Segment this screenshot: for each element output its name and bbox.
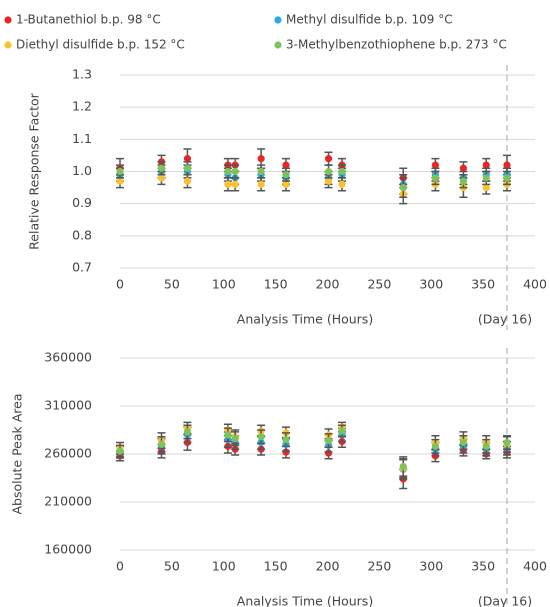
- marker: [482, 174, 490, 182]
- y-tick-label: 0.8: [72, 227, 92, 242]
- marker: [503, 174, 511, 182]
- marker: [116, 447, 124, 455]
- marker: [183, 428, 192, 436]
- x-tick-label: 100: [212, 559, 236, 574]
- annotation: (Day 16): [478, 312, 532, 327]
- marker: [157, 174, 166, 182]
- marker: [324, 436, 333, 445]
- marker: [399, 183, 407, 192]
- legend-label: 3-Methylbenzothiophene b.p. 273 °C: [286, 38, 507, 52]
- x-tick-label: 250: [367, 277, 391, 292]
- y-tick-label: 310000: [44, 398, 92, 413]
- marker: [324, 177, 333, 185]
- y-tick-label: 1.3: [72, 67, 92, 82]
- legend-marker: [274, 41, 282, 49]
- x-tick-label: 100: [212, 277, 236, 292]
- x-axis-title: Analysis Time (Hours): [237, 594, 373, 607]
- marker: [282, 436, 290, 444]
- x-tick-label: 200: [316, 277, 340, 292]
- y-tick-label: 260000: [44, 446, 92, 461]
- marker: [282, 161, 290, 169]
- x-tick-label: 350: [471, 277, 495, 292]
- x-tick-label: 150: [264, 277, 288, 292]
- marker: [157, 440, 166, 448]
- marker: [231, 167, 239, 176]
- legend-label: 1-Butanethiol b.p. 98 °C: [16, 13, 161, 27]
- marker: [338, 167, 346, 176]
- marker: [257, 180, 265, 188]
- y-tick-label: 210000: [44, 494, 92, 509]
- y-tick-label: 1.2: [72, 99, 92, 114]
- y-axis-title: Relative Response Factor: [27, 92, 42, 250]
- marker: [257, 433, 265, 441]
- marker: [324, 449, 333, 457]
- marker: [231, 180, 239, 188]
- annotation: (Day 16): [478, 594, 532, 607]
- x-tick-label: 400: [523, 277, 547, 292]
- legend-marker: [274, 16, 282, 24]
- marker: [116, 177, 124, 185]
- marker: [231, 435, 239, 443]
- x-tick-label: 300: [419, 277, 443, 292]
- marker: [431, 174, 439, 182]
- y-tick-label: 1.0: [72, 163, 92, 178]
- marker: [157, 164, 166, 172]
- legend-label: Diethyl disulfide b.p. 152 °C: [16, 38, 185, 52]
- marker: [282, 180, 290, 188]
- marker: [257, 167, 265, 176]
- marker: [282, 448, 290, 456]
- x-tick-label: 0: [116, 559, 124, 574]
- marker: [338, 180, 346, 188]
- marker: [183, 177, 192, 185]
- y-tick-label: 160000: [44, 542, 92, 557]
- marker: [482, 161, 490, 169]
- x-tick-label: 50: [164, 559, 180, 574]
- marker: [431, 442, 439, 450]
- marker: [257, 155, 265, 163]
- marker: [338, 427, 346, 435]
- marker: [482, 183, 490, 192]
- marker: [459, 438, 468, 447]
- y-tick-label: 0.7: [72, 260, 92, 275]
- marker: [399, 462, 407, 471]
- x-tick-label: 150: [264, 559, 288, 574]
- marker: [503, 161, 511, 169]
- marker: [324, 167, 333, 176]
- marker: [324, 155, 333, 163]
- x-tick-label: 400: [523, 559, 547, 574]
- x-tick-label: 0: [116, 277, 124, 292]
- marker: [116, 167, 124, 176]
- x-tick-label: 300: [419, 559, 443, 574]
- legend-marker: [4, 16, 12, 24]
- y-tick-label: 360000: [44, 350, 92, 365]
- y-axis-title: Absolute Peak Area: [10, 393, 25, 514]
- legend-label: Methyl disulfide b.p. 109 °C: [286, 13, 453, 27]
- x-tick-label: 250: [367, 559, 391, 574]
- y-tick-label: 1.1: [72, 131, 92, 146]
- marker: [459, 164, 468, 172]
- x-tick-label: 350: [471, 559, 495, 574]
- marker: [183, 155, 192, 163]
- marker: [482, 442, 490, 450]
- marker: [459, 177, 468, 185]
- y-tick-label: 0.9: [72, 195, 92, 210]
- marker: [282, 171, 290, 179]
- legend-marker: [4, 41, 12, 49]
- marker: [183, 164, 192, 172]
- x-tick-label: 50: [164, 277, 180, 292]
- marker: [503, 438, 511, 447]
- x-tick-label: 200: [316, 559, 340, 574]
- x-axis-title: Analysis Time (Hours): [237, 312, 373, 327]
- marker: [224, 431, 232, 439]
- marker: [431, 161, 439, 169]
- marker: [224, 180, 232, 188]
- marker: [224, 167, 232, 176]
